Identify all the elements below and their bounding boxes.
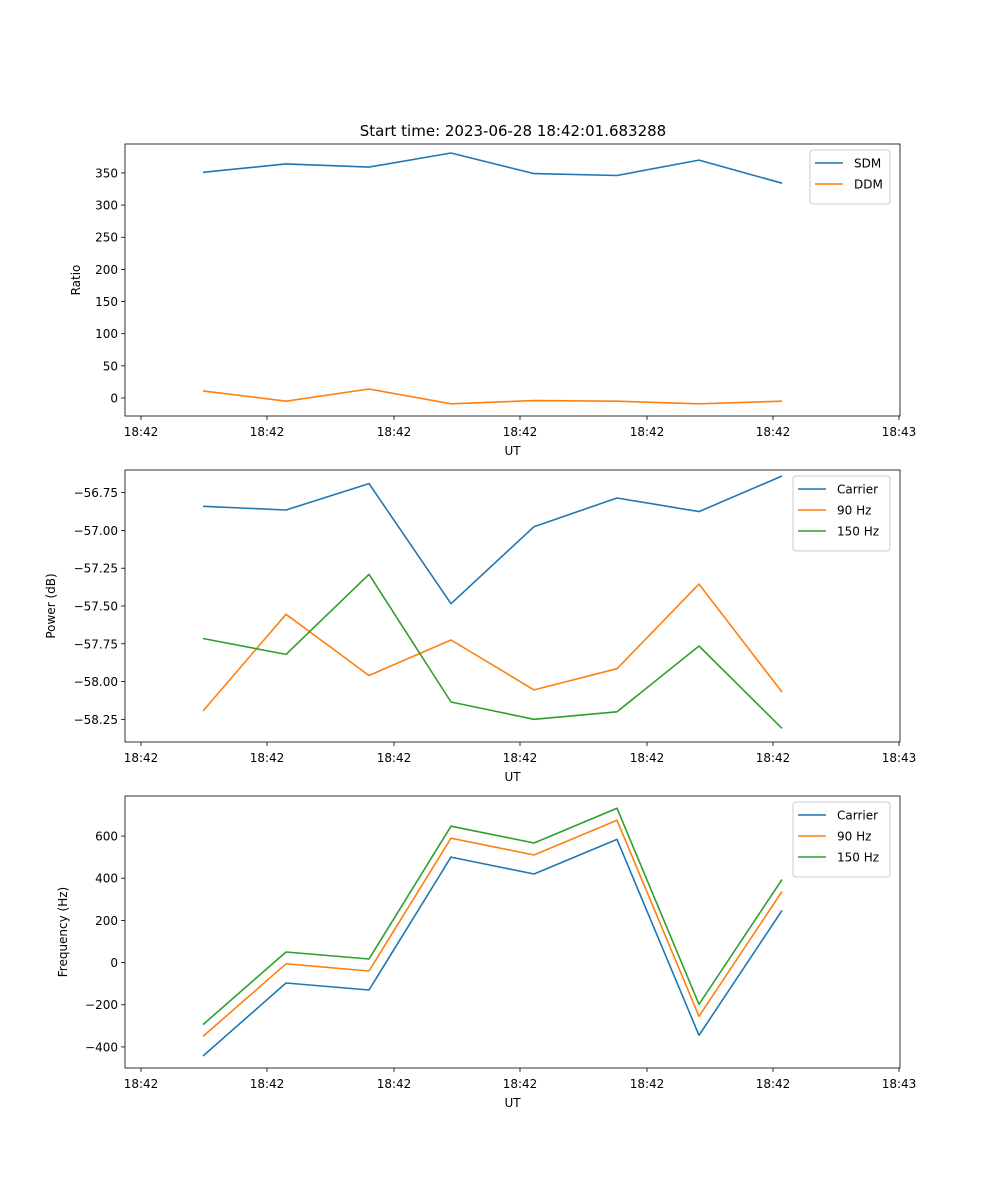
y-tick-label: −57.75	[74, 637, 118, 651]
y-tick-label: −57.25	[74, 562, 118, 576]
series-line-carrier	[202, 838, 783, 1057]
series-line-150-hz	[202, 807, 783, 1026]
legend: Carrier 90 Hz 150 Hz	[792, 801, 891, 878]
axes-frame	[124, 469, 901, 743]
figure-title: Start time: 2023-06-28 18:42:01.683288	[360, 122, 666, 140]
y-axis-label: Power (dB)	[44, 573, 58, 638]
x-tick-label: 18:42	[503, 751, 538, 765]
series-line-90-hz	[202, 819, 783, 1038]
y-tick-label: −58.25	[74, 713, 118, 727]
y-tick-label: −400	[85, 1040, 118, 1054]
x-tick-label: 18:43	[882, 425, 917, 439]
legend-label: 150 Hz	[837, 525, 879, 539]
y-tick-label: −57.00	[74, 524, 118, 538]
y-tick-label: 350	[95, 166, 118, 180]
chart-panels: 18:42 18:42 18:42 18:42 18:42 18:42 18:43 UT 0 50…	[44, 143, 917, 1110]
y-tick-label: −56.75	[74, 486, 118, 500]
x-axis-label: UT	[504, 770, 521, 784]
y-tick-label: 50	[103, 359, 118, 373]
x-tick-label: 18:42	[630, 425, 665, 439]
y-tick-label: 100	[95, 327, 118, 341]
y-tick-label: −58.00	[74, 675, 118, 689]
legend: Carrier 90 Hz 150 Hz	[792, 475, 891, 552]
x-tick-label: 18:42	[756, 1077, 791, 1091]
y-tick-label: 600	[95, 830, 118, 844]
x-axis-label: UT	[504, 444, 521, 458]
series-line-sdm	[202, 152, 783, 184]
legend-label: Carrier	[837, 483, 878, 497]
y-tick-label: 400	[95, 872, 118, 886]
legend-label: Carrier	[837, 809, 878, 823]
y-axis-label: Frequency (Hz)	[56, 887, 70, 978]
legend-label: SDM	[854, 157, 881, 171]
x-tick-label: 18:43	[882, 1077, 917, 1091]
x-tick-label: 18:42	[377, 425, 412, 439]
x-tick-label: 18:42	[124, 751, 159, 765]
y-tick-label: 300	[95, 199, 118, 213]
x-tick-label: 18:42	[630, 751, 665, 765]
x-tick-label: 18:42	[756, 751, 791, 765]
y-tick-label: −200	[85, 998, 118, 1012]
legend-label: 150 Hz	[837, 851, 879, 865]
y-tick-label: 200	[95, 914, 118, 928]
y-tick-label: 0	[110, 956, 118, 970]
legend-label: DDM	[854, 178, 883, 192]
chart-panel-2: 18:42 18:42 18:42 18:42 18:42 18:42 18:43 UT −56…	[44, 469, 917, 784]
x-tick-label: 18:42	[630, 1077, 665, 1091]
legend-label: 90 Hz	[837, 504, 871, 518]
y-axis-label: Ratio	[69, 265, 83, 296]
y-tick-label: 0	[110, 391, 118, 405]
axes-frame	[124, 143, 901, 417]
x-tick-label: 18:42	[756, 425, 791, 439]
series-line-carrier	[202, 475, 783, 605]
axes-frame	[124, 795, 901, 1069]
legend-box	[792, 475, 891, 552]
y-tick-label: 150	[95, 295, 118, 309]
series-line-90-hz	[202, 583, 783, 712]
x-tick-label: 18:42	[250, 751, 285, 765]
y-tick-label: −57.50	[74, 600, 118, 614]
x-axis-label: UT	[504, 1096, 521, 1110]
x-tick-label: 18:43	[882, 751, 917, 765]
y-tick-label: 250	[95, 231, 118, 245]
legend-box	[792, 801, 891, 878]
chart-panel-1: 18:42 18:42 18:42 18:42 18:42 18:42 18:43 UT 0 50…	[69, 143, 917, 458]
x-tick-label: 18:42	[124, 425, 159, 439]
series-line-ddm	[202, 388, 783, 405]
x-tick-label: 18:42	[124, 1077, 159, 1091]
x-tick-label: 18:42	[503, 1077, 538, 1091]
chart-panel-3: 18:42 18:42 18:42 18:42 18:42 18:42 18:43 UT −40…	[56, 795, 917, 1110]
x-tick-label: 18:42	[250, 425, 285, 439]
x-tick-label: 18:42	[377, 751, 412, 765]
series-line-150-hz	[202, 573, 783, 729]
x-tick-label: 18:42	[503, 425, 538, 439]
legend: SDM DDM	[809, 149, 891, 205]
y-tick-label: 200	[95, 263, 118, 277]
x-tick-label: 18:42	[250, 1077, 285, 1091]
x-tick-label: 18:42	[377, 1077, 412, 1091]
legend-label: 90 Hz	[837, 830, 871, 844]
